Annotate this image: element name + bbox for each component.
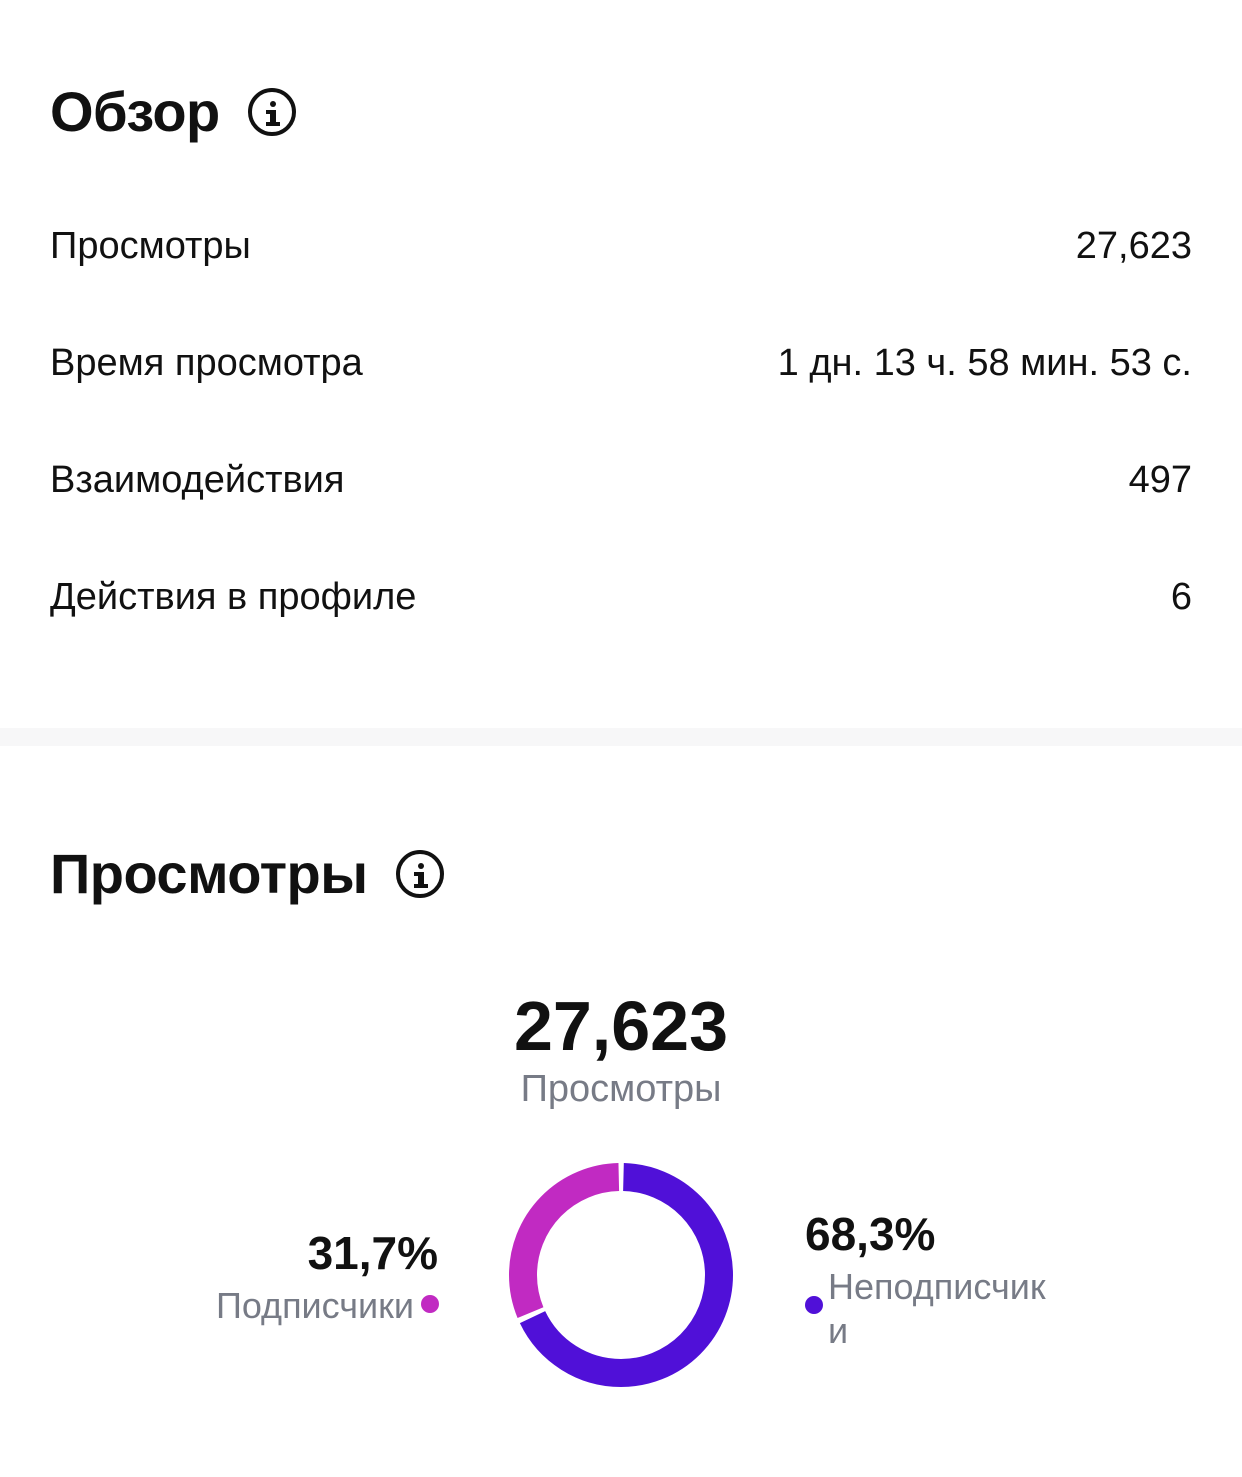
followers-slice (509, 1163, 733, 1387)
info-icon[interactable] (395, 850, 444, 898)
views-title-row: Просмотры (50, 846, 444, 902)
metric-row-profile-actions: Действия в профиле 6 (50, 567, 1192, 627)
views-title: Просмотры (50, 842, 368, 905)
followers-percent: 31,7% (307, 1227, 438, 1279)
overview-title: Обзор (50, 80, 220, 143)
metric-value: 27,623 (1075, 224, 1192, 267)
non-followers-slice (509, 1163, 733, 1387)
metric-row-interactions: Взаимодействия 497 (50, 450, 1192, 510)
info-icon[interactable] (247, 88, 296, 136)
metric-label: Время просмотра (50, 341, 363, 384)
views-donut-chart (509, 1163, 733, 1387)
views-total: 27,623 (513, 987, 729, 1065)
non-followers-legend-dot (805, 1296, 823, 1314)
followers-legend-dot (421, 1295, 439, 1313)
metric-label: Взаимодействия (50, 458, 345, 501)
metric-row-watch-time: Время просмотра 1 дн. 13 ч. 58 мин. 53 с… (50, 333, 1192, 393)
non-followers-percent: 68,3% (805, 1208, 936, 1260)
metric-value: 497 (1128, 458, 1192, 501)
metric-label: Просмотры (50, 224, 251, 267)
views-total-label: Просмотры (520, 1068, 722, 1110)
metric-label: Действия в профиле (50, 575, 417, 618)
followers-label: Подписчики (215, 1285, 414, 1326)
metric-value: 6 (1170, 575, 1192, 618)
section-divider (0, 728, 1242, 746)
overview-title-row: Обзор (50, 84, 296, 140)
metric-row-views: Просмотры 27,623 (50, 216, 1192, 276)
metric-value: 1 дн. 13 ч. 58 мин. 53 с. (777, 341, 1192, 384)
non-followers-label: Неподписчик и (828, 1266, 1046, 1351)
